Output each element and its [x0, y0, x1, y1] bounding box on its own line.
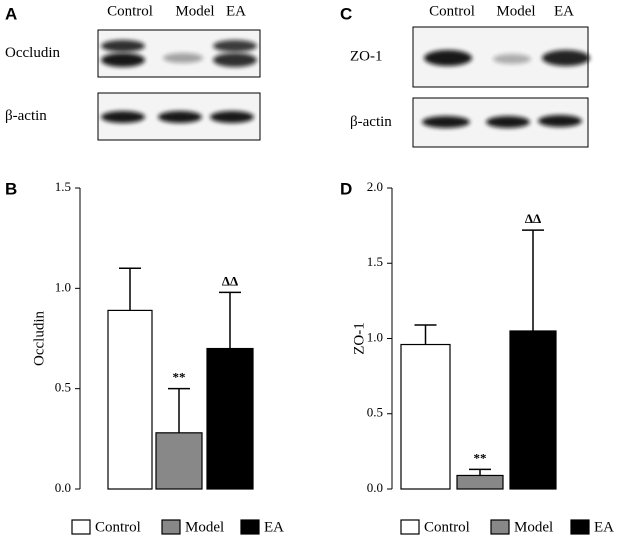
- y-tick-label: 1.5: [367, 254, 383, 269]
- blot-band: [101, 40, 145, 52]
- blot-band: [213, 40, 257, 52]
- y-tick-label: 0.0: [55, 480, 71, 495]
- y-axis-label: Occludin: [31, 311, 47, 366]
- blot-row-label: β-actin: [5, 108, 47, 124]
- blot-band: [486, 116, 530, 128]
- blot-row-label: ZO-1: [350, 48, 383, 64]
- blot-band: [542, 50, 590, 66]
- panel-letter: C: [340, 4, 352, 23]
- legend-swatch: [400, 519, 420, 535]
- lane-label: EA: [554, 3, 574, 19]
- bar: [456, 474, 504, 490]
- lane-label: EA: [226, 3, 246, 19]
- legend-swatch: [490, 519, 510, 535]
- blot-row-label: β-actin: [350, 114, 392, 130]
- y-tick-label: 2.0: [367, 179, 383, 194]
- legend-label: Control: [424, 519, 470, 535]
- lane-label: Control: [107, 3, 153, 19]
- lane-label: Model: [175, 3, 214, 19]
- y-tick-label: 1.0: [55, 279, 71, 294]
- legend-swatch: [71, 519, 91, 535]
- lane-label: Model: [496, 3, 535, 19]
- bar: [206, 347, 254, 490]
- bar: [107, 309, 153, 490]
- blot-band: [213, 53, 257, 67]
- legend-label: Control: [95, 519, 141, 535]
- blot-row-label: Occludin: [5, 45, 60, 61]
- blot-band: [101, 111, 145, 123]
- blot-band: [101, 53, 145, 67]
- blot-band: [158, 111, 202, 123]
- blot-band: [538, 115, 582, 127]
- significance-mark: ΔΔ: [222, 273, 238, 288]
- significance-mark: ΔΔ: [525, 211, 541, 226]
- legend-label: Model: [185, 519, 224, 535]
- panel-letter: B: [5, 179, 17, 198]
- blot-band: [493, 54, 531, 64]
- significance-mark: **: [474, 450, 487, 465]
- legend-label: EA: [264, 519, 284, 535]
- bar: [400, 343, 451, 490]
- blot-band: [163, 53, 203, 63]
- panel-letter: A: [5, 4, 17, 23]
- significance-mark: **: [173, 370, 186, 385]
- legend-swatch: [570, 519, 590, 535]
- y-tick-label: 1.0: [367, 329, 383, 344]
- blot-band: [424, 50, 472, 66]
- y-axis-label: ZO-1: [351, 322, 367, 355]
- bar: [155, 432, 203, 490]
- y-tick-label: 0.5: [55, 380, 71, 395]
- blot-band: [210, 111, 254, 123]
- y-tick-label: 0.0: [367, 480, 383, 495]
- lane-label: Control: [429, 3, 475, 19]
- bar: [509, 330, 557, 490]
- blot-band: [422, 116, 470, 128]
- legend-swatch: [240, 519, 260, 535]
- legend-label: Model: [514, 519, 553, 535]
- y-tick-label: 0.5: [367, 405, 383, 420]
- legend-label: EA: [594, 519, 614, 535]
- y-tick-label: 1.5: [55, 179, 71, 194]
- legend-swatch: [161, 519, 181, 535]
- panel-letter: D: [340, 179, 352, 198]
